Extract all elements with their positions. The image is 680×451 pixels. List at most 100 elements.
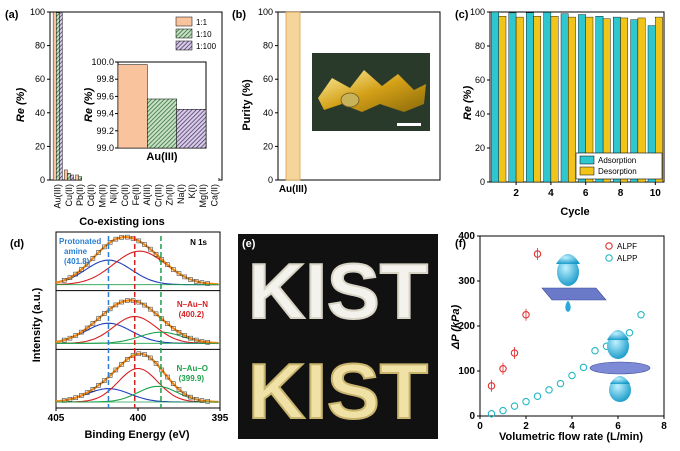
- panel-a-xtick-label: Pb(II): [75, 184, 85, 206]
- panel-d-xlabel: Binding Energy (eV): [84, 429, 189, 441]
- panel-c-ytick-label: 20: [475, 143, 485, 153]
- filter-droplet-illustration-1: [541, 254, 607, 312]
- panel-d-envelope-curve: [55, 235, 219, 286]
- panel-a-inset-ytick-label: 99.6: [96, 91, 114, 101]
- filter-droplet-illustration-2: [589, 330, 651, 402]
- panel-c-bar: [491, 11, 499, 183]
- panel-c-bar: [533, 16, 542, 183]
- panel-a-inset-ytick-label: 99.2: [96, 126, 114, 136]
- panel-f-ytick-label: 100: [458, 366, 475, 377]
- panel-d-data-point: [61, 278, 67, 283]
- panel-f-data-point: [487, 409, 496, 418]
- panel-c-bar: [525, 12, 534, 183]
- panel-f-legend-label: ALPP: [617, 254, 637, 263]
- panel-a-legend-label: 1:100: [196, 42, 217, 51]
- panel-a-xtick-label: Na(I): [176, 184, 186, 204]
- panel-a-inset-xlabel: Au(III): [146, 151, 177, 163]
- panel-d-data-point: [102, 244, 107, 250]
- panel-b-ytick-label: 60: [263, 74, 273, 84]
- panel-d-data-point: [107, 240, 113, 245]
- panel-d-data-point: [84, 325, 90, 331]
- panel-d-data-point: [130, 353, 136, 358]
- panel-d-component-curve: [56, 315, 219, 344]
- panel-d-data-point: [90, 256, 96, 261]
- panel-a-bar: [67, 173, 71, 181]
- panel-a-xtick-label: Zn(II): [165, 184, 175, 206]
- panel-b-ytick-label: 0: [268, 175, 273, 185]
- panel-c-bar: [637, 17, 646, 183]
- panel-d-data-point: [61, 398, 67, 403]
- panel-a-xtick-label: Mn(II): [97, 184, 107, 208]
- panel-d-annotation: Protonated: [59, 237, 101, 246]
- panel-d-data-point: [73, 271, 78, 277]
- panel-d-data-point: [61, 337, 67, 343]
- panel-b-xtick-label: Au(III): [279, 184, 307, 195]
- panel-a-inset-bar: [117, 64, 148, 149]
- panel-f: (f) 0 100 200 300 400 0 2 4 6 8 ΔP (kPa) Volumetr…: [450, 231, 667, 443]
- panel-d-label: (d): [10, 238, 24, 250]
- panel-a-ytick-label: 0: [40, 175, 45, 185]
- panel-a-bar: [75, 174, 79, 181]
- panel-f-xtick-label: 0: [477, 421, 483, 432]
- panel-f-ytick-label: 0: [469, 411, 475, 422]
- panel-a-bar: [70, 174, 74, 181]
- panel-f-data-point: [522, 310, 530, 319]
- panel-a-xtick-label: Ca(II): [209, 184, 219, 207]
- panel-c-xtick-label: 8: [618, 188, 624, 199]
- panel-f-data-point: [533, 392, 542, 400]
- panel-f-data-point: [556, 379, 565, 388]
- panel-a-xtick-label: Cu(II): [64, 184, 74, 207]
- panel-d-xtick-label: 395: [212, 413, 229, 424]
- panel-d-data-point: [73, 333, 78, 338]
- panel-f-data-point: [510, 349, 519, 357]
- panel-d-data-point: [171, 326, 176, 331]
- panel-d-data-point: [153, 251, 159, 257]
- panel-d-data-point: [165, 321, 170, 326]
- panel-d-data-point: [142, 242, 147, 247]
- panel-d-data-point: [125, 356, 130, 362]
- panel-b-ytick-label: 100: [258, 7, 273, 17]
- panel-f-legend: ALPF ALPP: [605, 242, 637, 263]
- panel-a-legend-swatch: [175, 28, 193, 39]
- panel-d-data-point: [96, 316, 101, 321]
- panel-d-data-point: [165, 262, 170, 267]
- panel-a-legend-label: 1:1: [196, 18, 208, 27]
- panel-f-data-point: [510, 402, 519, 410]
- panel-c-legend: Adsorption Desorption: [575, 152, 663, 180]
- panel-d-data-point: [193, 279, 199, 284]
- panel-d-data-point: [165, 374, 170, 380]
- panel-d-data-point: [193, 397, 199, 402]
- panel-f-data-point: [545, 386, 553, 394]
- panel-a-xlabel: Co-existing ions: [79, 216, 165, 228]
- panel-c-bar: [585, 16, 594, 183]
- panel-d-data-point: [125, 298, 130, 303]
- panel-a-ylabel: Re (%): [15, 88, 27, 123]
- panel-d-data-point: [188, 335, 193, 341]
- panel-c: (c) 0 20 40 60 80 100 2 4 6 8 10 Re (%) Cycle Adso…: [455, 7, 665, 218]
- panel-f-legend-marker: [605, 242, 613, 250]
- panel-c-xtick-label: 6: [583, 188, 589, 199]
- panel-c-legend-swatch: [579, 155, 595, 165]
- panel-d-annotation: N–Au–O: [176, 364, 208, 373]
- panel-f-data-point: [533, 250, 542, 258]
- panel-d-data-point: [176, 329, 182, 335]
- panel-d-annotation: amine: [64, 247, 88, 256]
- panel-d-data-point: [148, 246, 153, 252]
- panel-a-xtick-label: Mg(II): [198, 184, 208, 208]
- panel-c-ytick-label: 100: [470, 7, 485, 17]
- panel-d-annotation: N–Au–N: [177, 300, 208, 309]
- panel-a-bar: [64, 169, 68, 181]
- panel-f-ylabel: ΔP (kPa): [450, 305, 462, 351]
- panel-a-bar: [56, 12, 60, 181]
- panel-a-inset-ytick-label: 99.0: [96, 143, 114, 153]
- panel-c-legend-label: Desorption: [598, 167, 637, 176]
- panel-d-annotation: (401.8): [64, 257, 90, 266]
- panel-f-data-point: [487, 382, 496, 390]
- panel-a-ytick-label: 60: [35, 74, 45, 84]
- panel-d-data-point: [113, 236, 119, 242]
- panel-d-data-point: [188, 277, 193, 282]
- panel-f-legend-marker: [605, 254, 613, 262]
- panel-d-envelope-curve: [55, 352, 219, 403]
- panel-a-ytick-label: 80: [35, 41, 45, 51]
